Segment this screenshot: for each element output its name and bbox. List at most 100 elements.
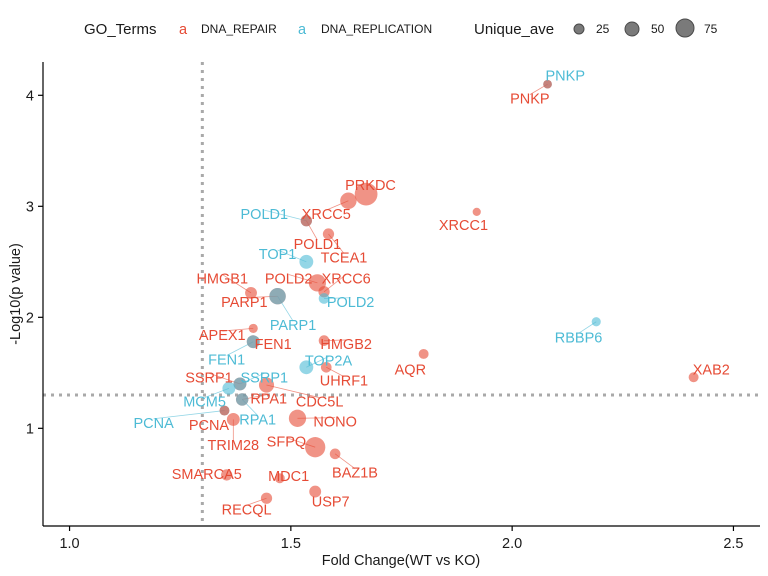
data-point — [246, 335, 260, 349]
data-point — [233, 377, 247, 391]
data-point — [274, 473, 285, 484]
data-label: RECQL — [222, 502, 272, 518]
data-label: SSRP1 — [241, 370, 289, 386]
label-connector — [264, 209, 307, 222]
data-labels: PNKP PNKP PRKDC XRCC5 POLD1 POLD1 XRCC1 TCEA1 TO… — [133, 68, 729, 518]
data-label: TOP2A — [305, 354, 353, 370]
legend-size-label-75: 75 — [704, 22, 718, 36]
legend-key-glyph-replication: a — [298, 22, 307, 38]
data-point — [305, 437, 326, 458]
legend-size-marker-75 — [675, 18, 695, 38]
data-label: CDC5L — [296, 395, 344, 411]
axes: 1.0 1.5 2.0 2.5 1 2 3 4 — [26, 62, 760, 552]
data-point — [543, 79, 552, 89]
data-label: PARP1 — [221, 295, 267, 311]
data-point — [340, 192, 357, 209]
data-point — [472, 207, 481, 216]
data-label: APEX1 — [199, 328, 246, 344]
data-label: RPA1 — [239, 412, 276, 428]
legend-size-title: Unique_ave — [474, 21, 554, 38]
data-point — [248, 323, 258, 333]
legend-size-label-25: 25 — [596, 22, 610, 36]
data-label: TRIM28 — [208, 438, 260, 454]
data-point — [688, 372, 699, 383]
data-label: PNKP — [546, 68, 586, 84]
data-point — [258, 377, 275, 393]
y-tick-label: 2 — [26, 310, 34, 326]
data-label: AQR — [395, 362, 426, 378]
data-points — [219, 79, 699, 504]
data-label: HMGB2 — [320, 337, 372, 353]
data-label: PNKP — [510, 92, 550, 108]
legend-key-glyph-repair: a — [179, 22, 188, 38]
y-tick-label: 4 — [26, 88, 34, 104]
data-label: XRCC5 — [302, 207, 351, 223]
data-point — [226, 412, 240, 426]
data-label: MDC1 — [268, 469, 309, 485]
data-point — [260, 492, 273, 504]
data-point — [245, 286, 257, 299]
data-label: TCEA1 — [321, 250, 368, 266]
data-point — [299, 360, 314, 375]
legend-item-dna-repair: DNA_REPAIR — [201, 22, 277, 36]
data-label: FEN1 — [255, 337, 292, 353]
data-point — [329, 448, 341, 460]
x-tick-label: 1.0 — [59, 536, 79, 552]
data-point — [418, 348, 429, 359]
data-point — [235, 393, 249, 406]
data-label: PCNA — [133, 416, 174, 432]
data-point — [318, 335, 330, 346]
data-label: FEN1 — [208, 352, 245, 368]
data-label: POLD1 — [294, 237, 342, 253]
data-point — [219, 405, 230, 416]
data-label: RBBP6 — [555, 330, 603, 346]
label-connector — [222, 328, 254, 332]
data-point — [288, 409, 307, 427]
data-label: BAZ1B — [332, 466, 378, 482]
data-point — [322, 228, 335, 240]
x-tick-label: 1.5 — [281, 536, 301, 552]
legend-size-label-50: 50 — [651, 22, 665, 36]
data-label: PARP1 — [270, 318, 316, 334]
data-point — [318, 293, 330, 304]
data-label: MCM5 — [183, 395, 226, 411]
data-point — [221, 469, 233, 481]
data-point — [591, 317, 601, 327]
data-point — [299, 254, 314, 269]
data-point — [354, 182, 378, 206]
data-label: NONO — [313, 415, 357, 431]
data-point — [269, 288, 286, 305]
reference-lines — [43, 62, 760, 526]
data-label: XRCC1 — [439, 218, 488, 234]
legend-color-title: GO_Terms — [84, 21, 157, 38]
data-label: UHRF1 — [320, 374, 368, 390]
data-point — [300, 215, 312, 227]
data-label: HMGB1 — [196, 271, 248, 287]
data-label: PRKDC — [345, 178, 396, 194]
legend: GO_Terms a DNA_REPAIR a DNA_REPLICATION … — [84, 18, 718, 38]
x-axis-title: Fold Change(WT vs KO) — [322, 553, 480, 569]
data-label: POLD2 — [327, 295, 375, 311]
data-label: SFPQ — [267, 435, 306, 451]
data-label: XAB2 — [693, 362, 730, 378]
y-tick-label: 3 — [26, 199, 34, 215]
legend-item-dna-replication: DNA_REPLICATION — [321, 22, 432, 36]
data-label: XRCC6 — [322, 271, 371, 287]
data-point — [320, 361, 332, 373]
data-point — [222, 381, 236, 395]
data-point — [309, 485, 322, 498]
label-connector — [153, 410, 225, 420]
y-axis-title: -Log10(p value) — [8, 243, 24, 345]
data-label: SSRP1 — [185, 370, 233, 386]
data-label: TOP1 — [259, 247, 297, 263]
x-tick-label: 2.5 — [723, 536, 743, 552]
label-connector — [266, 384, 320, 399]
data-label: USP7 — [312, 495, 350, 511]
data-label: SMARCA5 — [172, 467, 242, 483]
data-label: RPA1 — [250, 391, 287, 407]
x-tick-label: 2.0 — [502, 536, 522, 552]
data-label: POLD2 — [265, 271, 313, 287]
legend-size-marker-50 — [624, 21, 640, 37]
y-tick-label: 1 — [26, 421, 34, 437]
